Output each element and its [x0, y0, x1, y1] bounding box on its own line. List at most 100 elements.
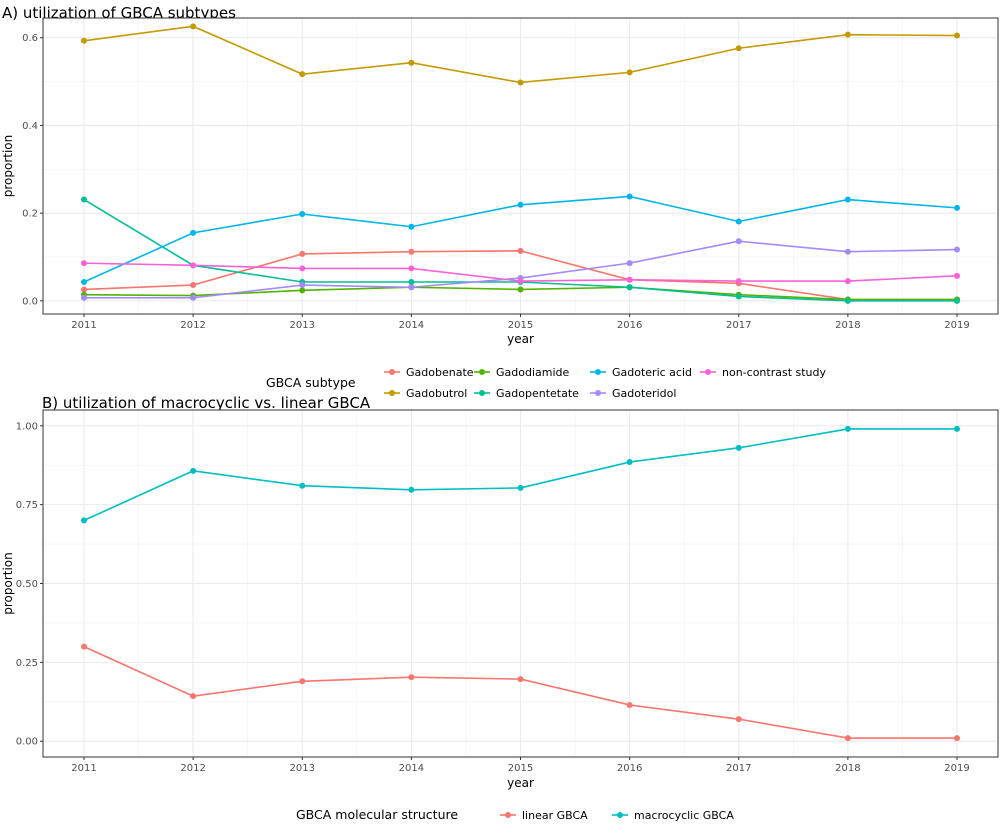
data-point: [408, 248, 415, 255]
series-gadobutrol: [81, 23, 960, 86]
y-tick-label: 0.75: [16, 500, 38, 511]
y-tick-label: 0.25: [16, 658, 38, 669]
x-tick-label: 2019: [944, 320, 969, 331]
x-axis-label: year: [507, 332, 534, 346]
data-point: [626, 69, 633, 76]
data-point: [626, 284, 633, 291]
series-gadoteric-acid: [81, 193, 960, 285]
data-point: [81, 286, 87, 293]
data-point: [844, 196, 851, 203]
legend-item: Gadobenate: [384, 366, 474, 379]
legend-label: macrocyclic GBCA: [634, 809, 734, 821]
data-point: [954, 272, 960, 279]
data-point: [299, 678, 306, 685]
x-tick-label: 2016: [617, 320, 642, 331]
legend-label: non-contrast study: [722, 366, 827, 379]
data-point: [408, 278, 415, 285]
data-point: [735, 716, 742, 723]
legend: GBCA subtype Gadobenate Gadobutrol Gadodiam…: [266, 366, 827, 400]
data-point: [81, 260, 87, 267]
legend-item: non-contrast study: [700, 366, 827, 379]
legend-item: Gadobutrol: [384, 387, 467, 400]
legend-item: Gadopentetate: [474, 387, 579, 400]
y-tick-label: 0.2: [22, 209, 38, 220]
y-tick-label: 0.4: [22, 121, 38, 132]
x-tick-label: 2012: [180, 320, 205, 331]
data-point: [954, 204, 960, 211]
data-point: [626, 260, 633, 267]
data-point: [299, 211, 306, 218]
data-point: [408, 284, 415, 291]
data-point: [190, 262, 197, 269]
data-point: [190, 229, 197, 236]
y-tick-label: 0.50: [16, 579, 38, 590]
data-point: [735, 278, 742, 285]
data-point: [299, 482, 306, 489]
y-tick-label: 1.00: [16, 421, 38, 432]
data-point: [517, 676, 524, 683]
series-gadoteridol: [81, 238, 960, 301]
data-point: [81, 196, 87, 203]
y-tick-label: 0.6: [22, 33, 38, 44]
data-point: [299, 282, 306, 289]
legend-label: Gadopentetate: [496, 387, 579, 400]
legend-key-point: [389, 390, 395, 396]
legend-title: GBCA molecular structure: [296, 807, 458, 821]
data-point: [954, 297, 960, 304]
data-point: [735, 45, 742, 52]
data-point: [844, 297, 851, 304]
legend-label: Gadoteric acid: [612, 366, 692, 379]
x-tick-label: 2019: [944, 763, 969, 774]
legend-item: Gadoteridol: [590, 387, 676, 400]
data-point: [408, 223, 415, 230]
x-tick-label: 2011: [71, 763, 96, 774]
data-point: [517, 201, 524, 208]
x-tick-label: 2014: [399, 763, 424, 774]
x-tick-label: 2017: [726, 763, 751, 774]
data-point: [81, 278, 87, 285]
x-tick-label: 2014: [399, 320, 424, 331]
data-point: [299, 265, 306, 272]
legend-key-point: [389, 369, 395, 375]
legend-key-point: [617, 812, 623, 818]
data-point: [408, 59, 415, 66]
x-tick-label: 2013: [290, 763, 315, 774]
legend-label: Gadobenate: [406, 366, 474, 379]
legend-item: linear GBCA: [500, 809, 588, 822]
data-point: [190, 282, 197, 289]
series-linear-gbca: [81, 643, 960, 742]
legend-label: Gadodiamide: [496, 366, 570, 379]
data-point: [299, 250, 306, 257]
data-point: [735, 444, 742, 451]
legend-key-point: [595, 369, 601, 375]
y-axis-label: proportion: [1, 552, 15, 615]
plot-border: [42, 409, 999, 758]
data-point: [844, 248, 851, 255]
data-point: [626, 459, 633, 466]
data-point: [299, 287, 306, 294]
data-point: [844, 425, 851, 432]
x-tick-label: 2015: [508, 763, 533, 774]
legend-label: Gadobutrol: [406, 387, 467, 400]
data-point: [81, 294, 87, 301]
data-point: [954, 425, 960, 432]
data-point: [735, 238, 742, 245]
x-tick-label: 2016: [617, 763, 642, 774]
legend-key-point: [505, 812, 511, 818]
legend-key-point: [705, 369, 711, 375]
x-axis-label: year: [507, 776, 534, 790]
data-point: [954, 735, 960, 742]
legend-key-point: [479, 369, 485, 375]
series-macrocyclic-gbca: [81, 425, 960, 524]
data-point: [81, 517, 87, 524]
legend-item: Gadoteric acid: [590, 366, 692, 379]
data-point: [190, 467, 197, 474]
data-point: [517, 278, 524, 285]
data-point: [735, 293, 742, 300]
data-point: [735, 218, 742, 225]
legend-key-point: [595, 390, 601, 396]
legend-key-point: [479, 390, 485, 396]
data-point: [844, 31, 851, 38]
data-point: [626, 276, 633, 283]
